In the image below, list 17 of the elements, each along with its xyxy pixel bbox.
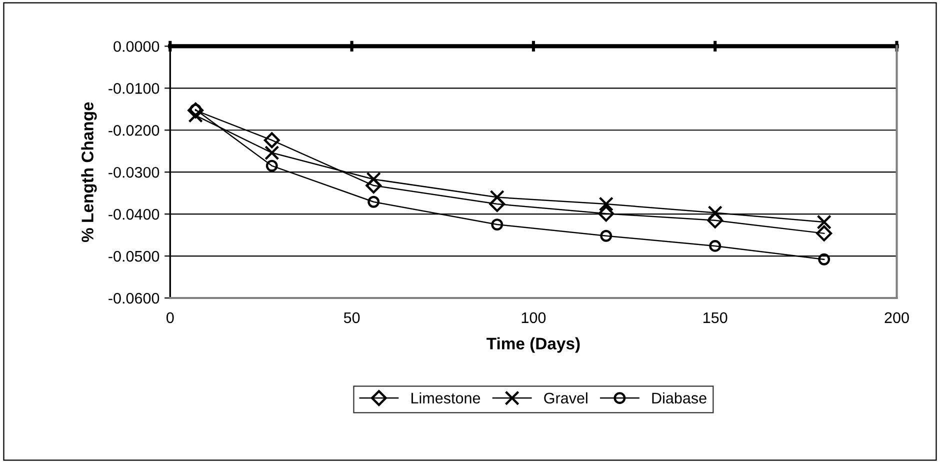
y-tick-label: 0.0000 (114, 41, 160, 52)
x-tick-label: 100 (522, 312, 546, 324)
legend-label: Diabase (652, 392, 706, 404)
y-tick-label: -0.0600 (108, 292, 160, 304)
x-tick-label: 150 (704, 312, 728, 324)
x-tick-label: 200 (884, 312, 909, 324)
y-tick-label: -0.0200 (108, 125, 160, 136)
x-tick-label: 50 (344, 312, 360, 324)
y-tick-label: -0.0300 (108, 166, 160, 178)
y-tick-label: -0.0400 (108, 208, 160, 220)
y-axis-title: % Length Change (81, 102, 97, 242)
y-tick-label: -0.0500 (108, 250, 160, 262)
legend-label: Gravel (544, 392, 588, 404)
x-tick-label: 0 (166, 312, 174, 324)
legend-label: Limestone (412, 392, 480, 404)
x-axis-title: Time (Days) (486, 337, 580, 353)
y-tick-label: -0.0100 (108, 83, 160, 94)
